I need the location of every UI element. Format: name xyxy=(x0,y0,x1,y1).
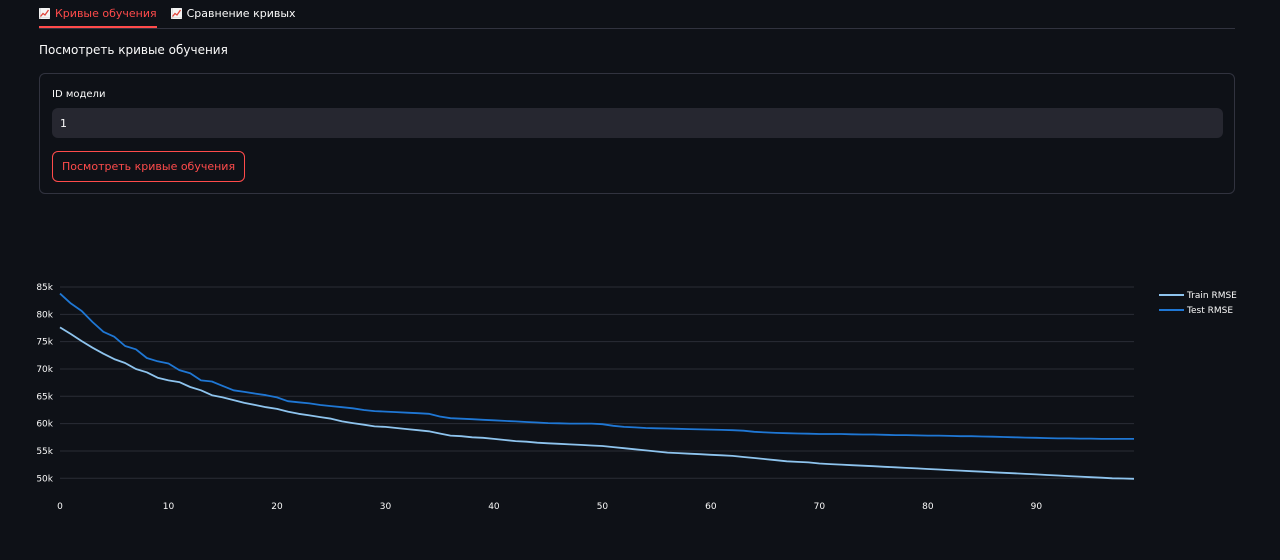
x-tick-label: 90 xyxy=(1031,502,1043,512)
y-tick-label: 50k xyxy=(36,474,53,484)
x-tick-label: 0 xyxy=(57,502,63,512)
chart-increasing-icon xyxy=(39,7,50,19)
view-curves-button[interactable]: Посмотреть кривые обучения xyxy=(52,151,246,182)
y-tick-label: 60k xyxy=(36,420,53,430)
y-tick-label: 65k xyxy=(36,392,53,402)
y-tick-label: 85k xyxy=(36,283,53,293)
y-tick-label: 80k xyxy=(36,310,53,320)
model-form: ID модели Посмотреть кривые обучения xyxy=(39,73,1235,194)
x-tick-label: 70 xyxy=(814,502,826,512)
y-tick-label: 55k xyxy=(36,447,53,457)
model-id-label: ID модели xyxy=(52,89,106,100)
section-title: Посмотреть кривые обучения xyxy=(39,43,228,57)
x-tick-label: 30 xyxy=(380,502,392,512)
x-tick-label: 80 xyxy=(922,502,934,512)
x-tick-label: 10 xyxy=(163,502,175,512)
legend-entry: Train RMSE xyxy=(1186,291,1237,301)
x-tick-label: 20 xyxy=(271,502,283,512)
x-tick-label: 60 xyxy=(705,502,717,512)
y-tick-label: 70k xyxy=(36,365,53,375)
tab-bar: Кривые обучения Сравнение кривых xyxy=(39,0,1235,29)
chart-svg: 50k 55k 60k 65k 70k 75k 80k 85k 0 10 20 30 40 50 60 70 8… xyxy=(36,283,1237,512)
tab-compare-curves[interactable]: Сравнение кривых xyxy=(170,0,296,26)
legend-entry: Test RMSE xyxy=(1186,306,1233,316)
tab-learning-curves[interactable]: Кривые обучения xyxy=(39,0,157,28)
x-tick-label: 50 xyxy=(597,502,609,512)
model-id-input[interactable] xyxy=(52,108,1223,138)
y-tick-label: 75k xyxy=(36,338,53,348)
chart-increasing-icon xyxy=(170,7,182,19)
series-line-1 xyxy=(59,292,1134,440)
x-tick-label: 40 xyxy=(488,502,500,512)
learning-curve-chart: 50k 55k 60k 65k 70k 75k 80k 85k 0 10 20 30 40 50 60 70 8… xyxy=(0,270,1280,520)
tab-label: Сравнение кривых xyxy=(186,6,296,20)
series-line-0 xyxy=(59,326,1135,480)
tab-label: Кривые обучения xyxy=(55,6,157,20)
